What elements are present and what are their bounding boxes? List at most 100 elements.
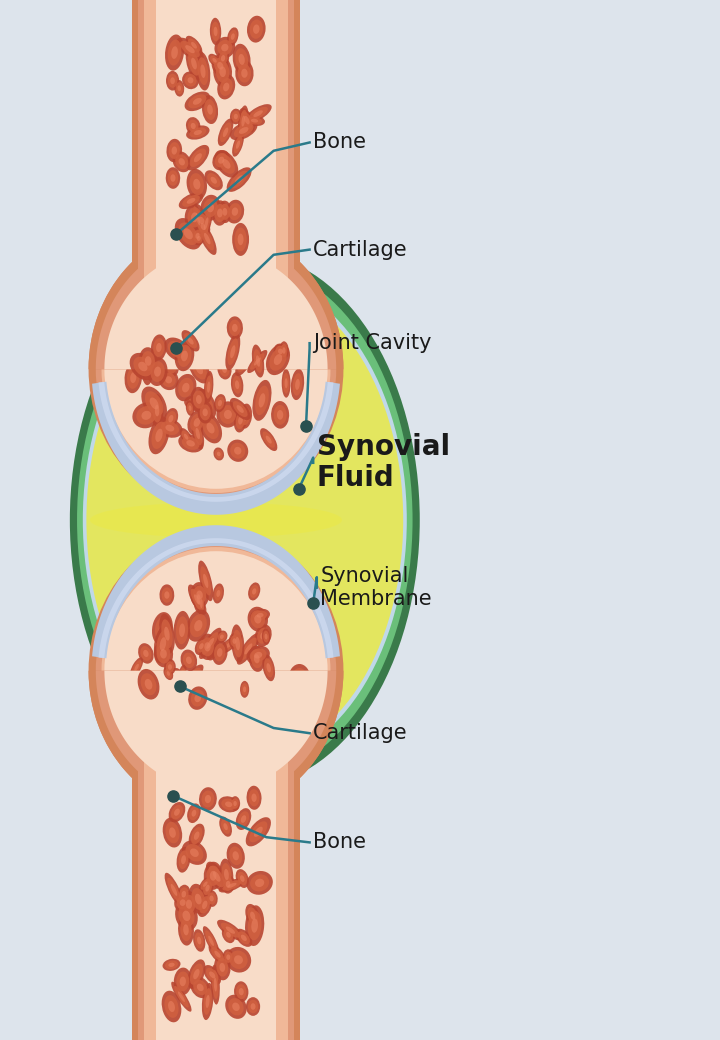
- Ellipse shape: [161, 672, 179, 694]
- Ellipse shape: [219, 878, 245, 892]
- Ellipse shape: [139, 347, 158, 374]
- Ellipse shape: [166, 678, 174, 688]
- Point: [300, 418, 312, 435]
- Ellipse shape: [263, 630, 269, 643]
- Ellipse shape: [215, 150, 238, 178]
- Ellipse shape: [238, 931, 250, 944]
- Ellipse shape: [206, 968, 219, 982]
- Ellipse shape: [199, 413, 222, 443]
- Ellipse shape: [157, 418, 183, 438]
- Ellipse shape: [186, 118, 200, 135]
- Ellipse shape: [225, 994, 247, 1019]
- Ellipse shape: [283, 342, 287, 349]
- Ellipse shape: [176, 37, 204, 60]
- Ellipse shape: [202, 210, 211, 237]
- Ellipse shape: [248, 107, 268, 121]
- Ellipse shape: [232, 132, 244, 157]
- Ellipse shape: [247, 116, 262, 125]
- Ellipse shape: [232, 223, 249, 256]
- Ellipse shape: [168, 341, 186, 358]
- Ellipse shape: [250, 648, 266, 662]
- Ellipse shape: [186, 47, 202, 80]
- Ellipse shape: [166, 138, 182, 162]
- Ellipse shape: [225, 802, 233, 807]
- Ellipse shape: [252, 589, 256, 595]
- Ellipse shape: [223, 128, 228, 137]
- Ellipse shape: [164, 592, 169, 599]
- Ellipse shape: [164, 627, 170, 641]
- Ellipse shape: [163, 959, 181, 971]
- Polygon shape: [132, 0, 300, 291]
- Ellipse shape: [148, 357, 168, 386]
- Ellipse shape: [180, 41, 200, 57]
- Ellipse shape: [238, 105, 248, 136]
- Ellipse shape: [255, 386, 269, 415]
- Ellipse shape: [205, 885, 210, 891]
- Ellipse shape: [251, 1004, 256, 1010]
- Ellipse shape: [140, 646, 151, 660]
- Ellipse shape: [186, 609, 210, 642]
- Ellipse shape: [217, 359, 232, 380]
- Ellipse shape: [174, 967, 192, 995]
- Ellipse shape: [215, 36, 235, 58]
- Polygon shape: [89, 227, 343, 369]
- Ellipse shape: [207, 382, 210, 393]
- Ellipse shape: [204, 988, 212, 1015]
- Ellipse shape: [212, 58, 217, 62]
- Ellipse shape: [203, 927, 220, 956]
- Ellipse shape: [184, 92, 210, 111]
- Ellipse shape: [165, 34, 184, 71]
- Ellipse shape: [212, 22, 220, 42]
- Ellipse shape: [251, 690, 264, 706]
- Ellipse shape: [251, 918, 258, 933]
- Ellipse shape: [197, 57, 208, 85]
- Ellipse shape: [198, 219, 208, 234]
- Ellipse shape: [180, 41, 200, 57]
- Ellipse shape: [183, 894, 195, 913]
- Ellipse shape: [102, 245, 330, 493]
- Ellipse shape: [215, 396, 224, 410]
- Ellipse shape: [166, 424, 174, 432]
- Ellipse shape: [130, 353, 156, 381]
- Ellipse shape: [282, 369, 291, 397]
- Ellipse shape: [217, 632, 226, 642]
- Ellipse shape: [204, 171, 223, 190]
- Point: [171, 226, 182, 242]
- Ellipse shape: [218, 157, 225, 163]
- Ellipse shape: [182, 194, 200, 207]
- Ellipse shape: [271, 401, 289, 428]
- Ellipse shape: [222, 927, 235, 943]
- Ellipse shape: [289, 680, 292, 688]
- Ellipse shape: [189, 406, 192, 411]
- Ellipse shape: [220, 78, 233, 96]
- Text: Synovial
Membrane: Synovial Membrane: [320, 567, 432, 608]
- Ellipse shape: [208, 936, 214, 946]
- Ellipse shape: [214, 394, 226, 412]
- Ellipse shape: [250, 584, 258, 598]
- Ellipse shape: [175, 154, 189, 170]
- Ellipse shape: [206, 861, 228, 891]
- Polygon shape: [156, 749, 276, 1040]
- Ellipse shape: [180, 918, 192, 941]
- Ellipse shape: [274, 405, 287, 424]
- Ellipse shape: [189, 127, 206, 137]
- Ellipse shape: [224, 929, 233, 941]
- Ellipse shape: [207, 423, 215, 434]
- Ellipse shape: [250, 875, 269, 891]
- Ellipse shape: [195, 933, 204, 948]
- Ellipse shape: [190, 413, 204, 432]
- Ellipse shape: [224, 869, 229, 880]
- Ellipse shape: [239, 988, 244, 995]
- Ellipse shape: [240, 681, 249, 698]
- Ellipse shape: [207, 105, 213, 114]
- Ellipse shape: [195, 233, 203, 243]
- Ellipse shape: [176, 82, 183, 95]
- Ellipse shape: [204, 988, 212, 1015]
- Ellipse shape: [188, 52, 200, 76]
- Ellipse shape: [235, 929, 253, 946]
- Ellipse shape: [189, 824, 204, 848]
- Ellipse shape: [178, 378, 194, 397]
- Ellipse shape: [274, 343, 287, 359]
- Ellipse shape: [238, 709, 248, 729]
- Ellipse shape: [202, 95, 218, 124]
